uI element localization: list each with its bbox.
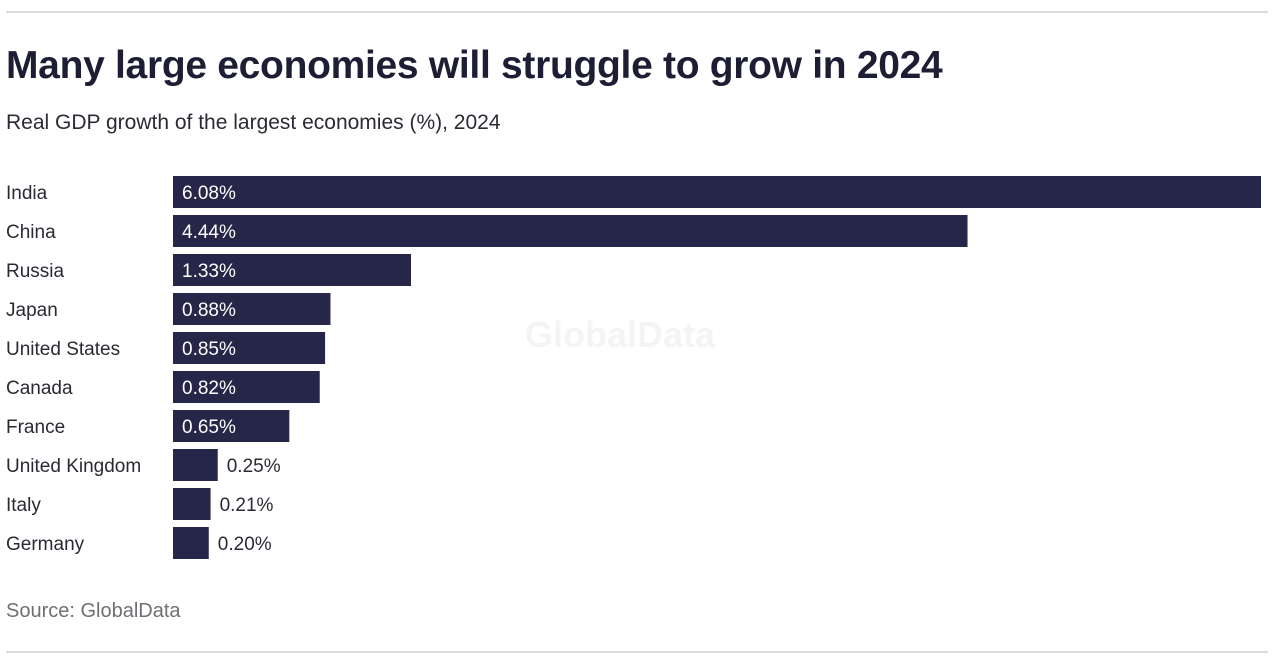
- data-label: 0.88%: [182, 300, 236, 321]
- bar-india: [173, 176, 1261, 208]
- category-label: Russia: [6, 261, 65, 282]
- data-label: 0.85%: [182, 339, 236, 360]
- chart-subtitle: Real GDP growth of the largest economies…: [6, 111, 501, 134]
- category-label: United States: [6, 339, 120, 360]
- data-label: 4.44%: [182, 222, 236, 243]
- bar-canada: [173, 371, 320, 403]
- data-label: 0.21%: [220, 495, 274, 516]
- data-label: 1.33%: [182, 261, 236, 282]
- category-label: Japan: [6, 300, 58, 321]
- data-label: 0.82%: [182, 378, 236, 399]
- watermark: GlobalData: [525, 314, 716, 355]
- bar-united-states: [173, 332, 326, 364]
- data-label: 0.65%: [182, 417, 236, 438]
- category-label: China: [6, 222, 56, 243]
- bar-united-kingdom: [173, 449, 218, 481]
- bottom-divider: [6, 651, 1268, 653]
- category-label: United Kingdom: [6, 456, 141, 477]
- data-label: 6.08%: [182, 183, 236, 204]
- bar-china: [173, 215, 968, 247]
- category-label: Germany: [6, 534, 85, 555]
- chart-title: Many large economies will struggle to gr…: [6, 44, 943, 87]
- data-label: 0.25%: [227, 456, 281, 477]
- bar-russia: [173, 254, 411, 286]
- bar-italy: [173, 488, 211, 520]
- bar-germany: [173, 527, 209, 559]
- category-label: France: [6, 417, 65, 438]
- category-label: Italy: [6, 495, 41, 516]
- bar-japan: [173, 293, 331, 325]
- category-label: Canada: [6, 378, 73, 399]
- bar-france: [173, 410, 290, 442]
- top-divider: [6, 11, 1268, 13]
- category-label: India: [6, 183, 48, 204]
- source-note: Source: GlobalData: [6, 600, 181, 622]
- data-label: 0.20%: [218, 534, 272, 555]
